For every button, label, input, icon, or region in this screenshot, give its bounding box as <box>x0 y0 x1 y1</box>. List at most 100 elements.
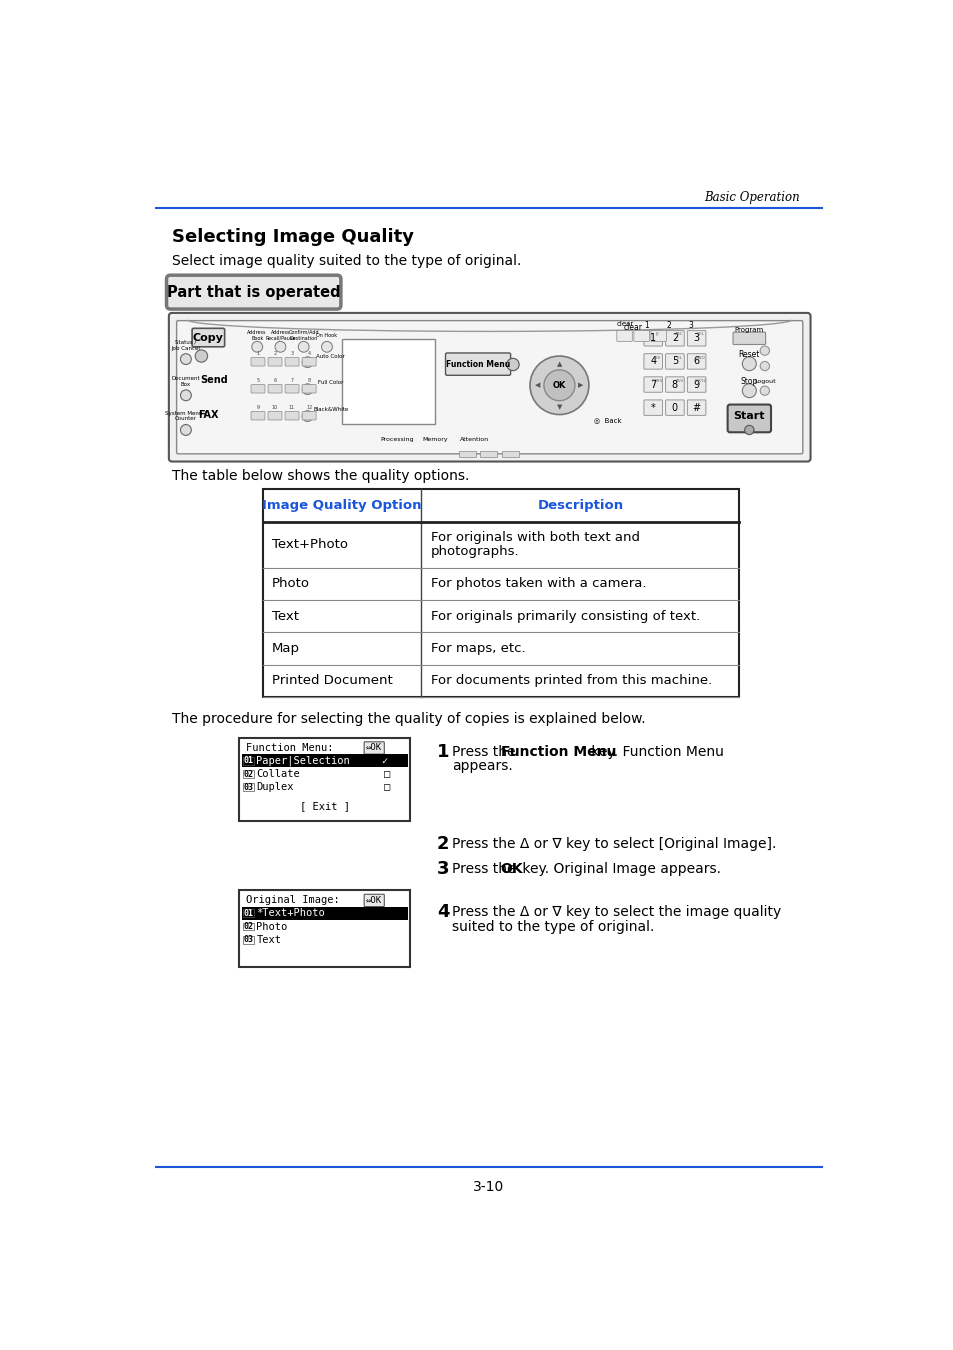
FancyBboxPatch shape <box>302 358 315 366</box>
Text: 01: 01 <box>243 909 253 918</box>
Circle shape <box>741 383 756 398</box>
Bar <box>243 771 253 778</box>
Text: 4: 4 <box>307 351 311 356</box>
FancyBboxPatch shape <box>285 412 298 420</box>
FancyBboxPatch shape <box>665 400 683 416</box>
Bar <box>480 451 497 456</box>
Text: 0: 0 <box>671 402 678 413</box>
FancyBboxPatch shape <box>686 331 705 346</box>
Text: appears.: appears. <box>452 759 513 772</box>
Text: System Menu /
Counter: System Menu / Counter <box>165 410 206 421</box>
Bar <box>458 451 476 456</box>
Bar <box>262 489 739 697</box>
Text: Confirm/Add
Destination: Confirm/Add Destination <box>288 329 318 340</box>
Text: MNO: MNO <box>695 355 704 359</box>
Text: Text: Text <box>272 610 298 622</box>
FancyBboxPatch shape <box>686 354 705 369</box>
Text: key. Original Image appears.: key. Original Image appears. <box>517 861 720 876</box>
Text: ▲: ▲ <box>557 360 561 367</box>
Circle shape <box>321 342 332 352</box>
Text: 1: 1 <box>644 321 649 329</box>
Circle shape <box>760 346 769 355</box>
FancyBboxPatch shape <box>302 412 315 420</box>
Text: Function Menu: Function Menu <box>500 745 616 759</box>
Text: 02: 02 <box>243 922 253 931</box>
Text: Status /
Job Cancel: Status / Job Cancel <box>172 340 200 351</box>
Text: ▶: ▶ <box>578 382 583 389</box>
Text: Auto Color: Auto Color <box>316 354 345 359</box>
Bar <box>342 339 435 424</box>
Text: 03: 03 <box>243 783 253 791</box>
Text: Text+Photo: Text+Photo <box>272 539 348 551</box>
Bar <box>243 757 253 764</box>
Text: 9: 9 <box>256 405 259 410</box>
Text: Photo: Photo <box>256 922 288 931</box>
Circle shape <box>195 350 208 362</box>
Text: Copy: Copy <box>193 333 224 343</box>
Text: Select image quality suited to the type of original.: Select image quality suited to the type … <box>172 254 520 267</box>
FancyBboxPatch shape <box>617 331 632 342</box>
Bar <box>243 910 253 917</box>
Text: Part that is operated: Part that is operated <box>167 285 340 300</box>
Text: 4: 4 <box>650 356 656 366</box>
Text: 03: 03 <box>243 936 253 944</box>
FancyBboxPatch shape <box>176 320 802 454</box>
Text: ✓: ✓ <box>381 756 387 765</box>
Text: Reset: Reset <box>738 350 760 359</box>
Bar <box>239 738 410 821</box>
Text: Black&White: Black&White <box>313 408 348 413</box>
Text: 6: 6 <box>693 356 699 366</box>
Text: OK: OK <box>500 861 522 876</box>
FancyBboxPatch shape <box>727 405 770 432</box>
FancyBboxPatch shape <box>665 354 683 369</box>
Text: 3: 3 <box>687 321 692 329</box>
Text: 2: 2 <box>274 351 276 356</box>
FancyBboxPatch shape <box>643 400 661 416</box>
Text: Press the: Press the <box>452 861 519 876</box>
FancyBboxPatch shape <box>268 412 282 420</box>
Text: FAX: FAX <box>198 409 218 420</box>
Text: Send: Send <box>200 375 228 385</box>
Text: Document
Box: Document Box <box>172 377 200 387</box>
Circle shape <box>760 362 769 371</box>
Text: Text: Text <box>256 934 281 945</box>
FancyBboxPatch shape <box>643 354 661 369</box>
Text: 6: 6 <box>274 378 276 383</box>
Text: Collate: Collate <box>256 769 300 779</box>
Text: suited to the type of original.: suited to the type of original. <box>452 921 654 934</box>
Circle shape <box>302 383 313 394</box>
Text: Printed Document: Printed Document <box>272 675 393 687</box>
FancyBboxPatch shape <box>285 385 298 393</box>
Circle shape <box>741 356 756 371</box>
Circle shape <box>744 425 753 435</box>
FancyBboxPatch shape <box>665 331 683 346</box>
Text: *Text+Photo: *Text+Photo <box>256 909 325 918</box>
Text: On Hook: On Hook <box>316 332 337 338</box>
Text: Press the: Press the <box>452 745 519 759</box>
FancyBboxPatch shape <box>732 332 765 344</box>
Text: 5: 5 <box>671 356 678 366</box>
Text: Start: Start <box>733 412 764 421</box>
FancyBboxPatch shape <box>251 412 265 420</box>
Text: WXYZ: WXYZ <box>694 379 706 382</box>
FancyBboxPatch shape <box>167 275 340 309</box>
Text: ▼: ▼ <box>557 404 561 410</box>
Text: Selecting Image Quality: Selecting Image Quality <box>172 228 414 247</box>
Text: Image Quality Option: Image Quality Option <box>262 500 421 512</box>
Text: 1: 1 <box>436 743 449 761</box>
Circle shape <box>180 424 192 435</box>
Bar <box>241 907 407 919</box>
Text: JKL: JKL <box>675 355 681 359</box>
Text: For maps, etc.: For maps, etc. <box>431 643 525 655</box>
Circle shape <box>274 342 286 352</box>
Text: Program: Program <box>734 327 763 333</box>
Bar <box>243 936 253 944</box>
Text: Address
Book: Address Book <box>247 329 267 340</box>
Text: 11: 11 <box>289 405 294 410</box>
Text: clear: clear <box>616 321 634 327</box>
Text: Function Menu: Function Menu <box>445 360 510 369</box>
Text: 3-10: 3-10 <box>473 1180 504 1193</box>
FancyBboxPatch shape <box>285 358 298 366</box>
FancyBboxPatch shape <box>251 358 265 366</box>
Circle shape <box>302 410 313 421</box>
